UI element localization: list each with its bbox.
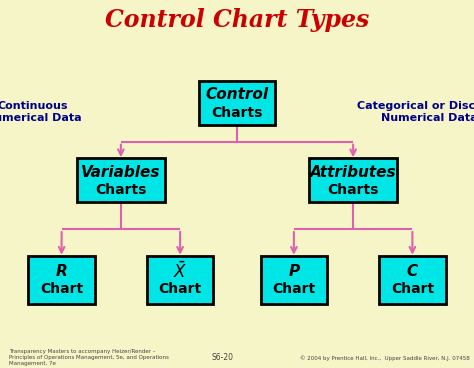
Text: S6-20: S6-20 [212,353,234,362]
Text: Transparency Masters to accompany Heizer/Render –
Principles of Operations Manag: Transparency Masters to accompany Heizer… [9,349,169,366]
Text: Categorical or Discrete
Numerical Data: Categorical or Discrete Numerical Data [357,102,474,123]
FancyBboxPatch shape [261,256,327,304]
Text: Control: Control [205,88,269,102]
Text: Charts: Charts [211,106,263,120]
Text: Chart: Chart [159,282,201,296]
FancyBboxPatch shape [28,256,95,304]
Text: Chart: Chart [273,282,315,296]
Text: Attributes: Attributes [310,165,396,180]
FancyBboxPatch shape [309,158,397,202]
FancyBboxPatch shape [199,81,275,125]
FancyBboxPatch shape [147,256,213,304]
Text: Control Chart Types: Control Chart Types [105,8,369,32]
FancyBboxPatch shape [77,158,165,202]
Text: Chart: Chart [40,282,83,296]
Text: Charts: Charts [328,183,379,197]
Text: R: R [56,264,67,279]
FancyBboxPatch shape [379,256,446,304]
Text: © 2004 by Prentice Hall, Inc.,  Upper Saddle River, N.J. 07458: © 2004 by Prentice Hall, Inc., Upper Sad… [300,355,469,361]
Text: C: C [407,264,418,279]
Text: P: P [288,264,300,279]
Text: Continuous
Numerical Data: Continuous Numerical Data [0,102,82,123]
Text: $\mathit{\bar{X}}$: $\mathit{\bar{X}}$ [173,261,187,282]
Text: Chart: Chart [391,282,434,296]
Text: Charts: Charts [95,183,146,197]
Text: Variables: Variables [81,165,161,180]
